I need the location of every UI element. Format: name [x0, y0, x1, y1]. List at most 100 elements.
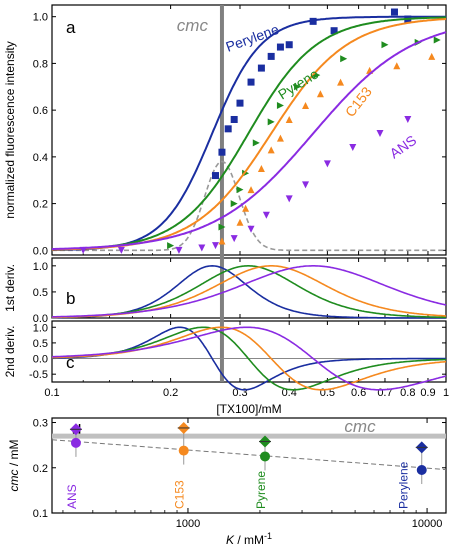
- y-axis-label-a: normalized fluorescence intensity: [3, 41, 17, 218]
- data-point-perylene: [257, 64, 265, 72]
- x-tick-label: 0.8: [400, 387, 415, 399]
- data-point-perylene: [390, 8, 398, 16]
- x-tick-label: 0.2: [163, 387, 178, 399]
- point-label-ans: ANS: [65, 484, 79, 509]
- data-point-perylene: [224, 125, 232, 133]
- panel-d-frame: [51, 417, 447, 514]
- series-label-c153: C153: [342, 83, 375, 119]
- y-tick-label-b: 0.5: [33, 287, 48, 299]
- data-point-ans: [404, 115, 412, 123]
- y-tick-label-a: 0.2: [33, 199, 48, 211]
- data-point-perylene: [218, 148, 226, 156]
- data-point-c153: [247, 186, 255, 194]
- x-tick-label: 0.1: [44, 387, 59, 399]
- data-point-c153: [428, 52, 436, 60]
- point-fit-ans: [70, 437, 81, 448]
- y-tick-label-c: -0.5: [29, 369, 48, 381]
- data-point-ans: [175, 246, 183, 254]
- data-point-pyrene: [267, 118, 275, 126]
- panel-label-b: b: [66, 289, 75, 308]
- data-point-perylene: [276, 43, 284, 51]
- data-point-c153: [257, 165, 265, 173]
- data-point-pyrene: [218, 223, 226, 231]
- data-point-c153: [316, 90, 324, 98]
- data-point-perylene: [309, 17, 317, 25]
- data-point-pyrene: [381, 41, 389, 49]
- data-point-pyrene: [252, 139, 260, 147]
- data-point-c153: [302, 101, 310, 109]
- data-point-c153: [236, 218, 244, 226]
- y-tick-label-d: 0.3: [33, 418, 48, 430]
- series-label-pyrene: Pyrene: [275, 65, 321, 102]
- data-point-ans: [79, 246, 87, 254]
- data-point-ans: [285, 195, 293, 203]
- y-axis-label-c: 2nd deriv.: [3, 326, 17, 378]
- data-point-c153: [242, 204, 250, 212]
- deriv1-ans: [52, 265, 447, 318]
- panel-b-frame: [51, 257, 447, 319]
- y-tick-label-a: 0.0: [33, 245, 48, 257]
- x-tick-label: 1: [443, 387, 449, 399]
- data-point-ans: [302, 181, 310, 189]
- data-point-c153: [276, 134, 284, 142]
- y-tick-label-b: 1.0: [33, 261, 48, 273]
- data-point-ans: [117, 246, 125, 254]
- x-tick-label-d: 1000: [176, 518, 200, 530]
- point-label-perylene: Perylene: [397, 461, 411, 509]
- data-point-perylene: [267, 52, 275, 60]
- data-point-perylene: [285, 41, 293, 49]
- point-fit-c153: [178, 445, 189, 456]
- point-label-c153: C153: [173, 480, 187, 509]
- panel-c-frame: [51, 320, 447, 383]
- data-point-pyrene: [236, 186, 244, 194]
- data-point-ans: [349, 144, 357, 152]
- data-point-pyrene: [276, 101, 284, 109]
- point-fit-perylene: [416, 465, 427, 476]
- data-point-pyrene: [433, 36, 441, 44]
- data-point-pyrene: [230, 200, 238, 208]
- point-fit-pyrene: [260, 451, 271, 462]
- y-tick-label-b: 0.0: [33, 313, 48, 325]
- data-point-ans: [262, 211, 270, 219]
- y-axis-label-d: cmc / mM: [7, 440, 21, 492]
- data-point-perylene: [236, 99, 244, 107]
- y-tick-label-a: 0.6: [33, 105, 48, 117]
- data-point-ans: [376, 130, 384, 138]
- y-tick-label-c: 0.0: [33, 354, 48, 366]
- data-point-pyrene: [294, 83, 302, 91]
- data-point-c153: [218, 237, 226, 245]
- fit-ans: [52, 31, 447, 250]
- y-tick-label-a: 1.0: [33, 12, 48, 24]
- deriv1-c153: [52, 265, 446, 319]
- y-tick-label-c: 1.0: [33, 322, 48, 334]
- x-axis-label-d: K / mM-1: [226, 531, 272, 547]
- data-point-c153: [393, 62, 401, 70]
- x-tick-label: 0.9: [420, 387, 435, 399]
- x-tick-label-d: 10000: [412, 518, 443, 530]
- x-axis-label: [TX100]/mM: [216, 402, 281, 416]
- cmc-label: cmc: [177, 16, 209, 35]
- y-tick-label-d: 0.1: [33, 508, 48, 520]
- series-label-ans: ANS: [387, 132, 420, 162]
- data-point-perylene: [330, 27, 338, 35]
- deriv2-ans: [51, 326, 447, 391]
- y-tick-label-c: 0.5: [33, 338, 48, 350]
- y-tick-label-a: 0.8: [33, 58, 48, 70]
- data-point-c153: [337, 78, 345, 86]
- deriv1-perylene: [52, 264, 446, 319]
- data-point-pyrene: [340, 55, 348, 63]
- cmc-dashed-curve: [52, 160, 446, 252]
- panel-a-frame: [51, 4, 447, 256]
- panel-label-c: c: [66, 353, 75, 372]
- cmc-label-d: cmc: [344, 417, 376, 436]
- y-tick-label-a: 0.4: [33, 152, 48, 164]
- data-point-perylene: [247, 78, 255, 86]
- panel-label-a: a: [66, 18, 76, 37]
- data-point-ans: [230, 235, 238, 243]
- series-label-perylene: Perylene: [224, 21, 282, 55]
- fit-pyrene: [51, 16, 446, 251]
- data-point-perylene: [211, 172, 219, 180]
- y-axis-label-b: 1st deriv.: [3, 264, 17, 312]
- data-point-ans: [211, 242, 219, 250]
